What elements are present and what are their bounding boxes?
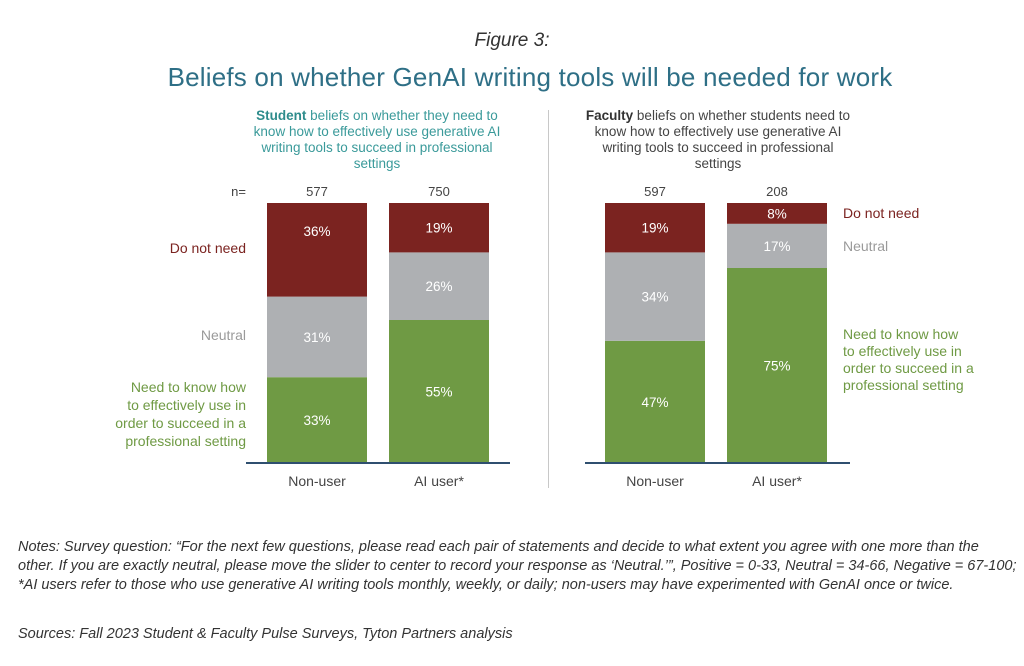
student-panel-subtitle: Student beliefs on whether they need to … xyxy=(242,108,512,172)
data-label: 17% xyxy=(763,239,790,254)
n-value: 597 xyxy=(644,184,666,199)
x-tick-label: AI user* xyxy=(414,473,464,489)
bar-segment-neutral xyxy=(727,223,827,268)
legend-need-to-know-right: order to succeed in a xyxy=(843,360,974,376)
legend-do-not-need-right: Do not need xyxy=(843,205,919,221)
bar-segment-neutral xyxy=(267,296,367,378)
bar-segment-need-to-know xyxy=(605,340,705,463)
n-value: 750 xyxy=(428,184,450,199)
bar-segment-do-not-need xyxy=(605,203,705,253)
student-bold-label: Student xyxy=(256,108,307,123)
legend-do-not-need-left: Do not need xyxy=(170,240,246,256)
bar-segment-do-not-need xyxy=(267,203,367,297)
data-label: 47% xyxy=(641,395,668,410)
panel-divider xyxy=(548,110,549,488)
bar-segment-neutral xyxy=(605,252,705,341)
bar-segment-need-to-know xyxy=(267,377,367,463)
x-tick-label: Non-user xyxy=(288,473,346,489)
bar-segment-need-to-know xyxy=(727,268,827,463)
n-label: n= xyxy=(231,184,246,199)
figure-label: Figure 3: xyxy=(474,30,550,51)
x-tick-label: AI user* xyxy=(752,473,802,489)
legend-need-to-know-left: order to succeed in a xyxy=(115,415,246,431)
faculty-panel-subtitle: Faculty beliefs on whether students need… xyxy=(583,108,853,172)
legend-neutral-right: Neutral xyxy=(843,238,888,254)
legend-need-to-know-right: Need to know how xyxy=(843,326,959,342)
data-label: 8% xyxy=(767,206,787,221)
data-label: 19% xyxy=(641,221,668,236)
student-subtitle-text: beliefs on whether they need to know how… xyxy=(253,108,501,171)
legend-need-to-know-right: to effectively use in xyxy=(843,343,962,359)
data-label: 33% xyxy=(303,413,330,428)
data-label: 26% xyxy=(425,279,452,294)
sources-text: Sources: Fall 2023 Student & Faculty Pul… xyxy=(18,626,513,642)
faculty-subtitle-text: beliefs on whether students need to know… xyxy=(594,108,851,171)
faculty-bold-label: Faculty xyxy=(585,108,634,123)
legend-need-to-know-left: professional setting xyxy=(125,433,246,449)
notes-text: Notes: Survey question: “For the next fe… xyxy=(18,539,1017,593)
data-label: 55% xyxy=(425,385,452,400)
legend-need-to-know-left: to effectively use in xyxy=(127,397,246,413)
data-label: 36% xyxy=(303,224,330,239)
data-label: 19% xyxy=(425,221,452,236)
n-value: 208 xyxy=(766,184,788,199)
legend-need-to-know-right: professional setting xyxy=(843,377,964,393)
data-label: 34% xyxy=(641,290,668,305)
chart-title: Beliefs on whether GenAI writing tools w… xyxy=(167,62,893,92)
legend-neutral-left: Neutral xyxy=(201,327,246,343)
data-label: 31% xyxy=(303,330,330,345)
bar-segment-need-to-know xyxy=(389,320,489,463)
bar-segment-neutral xyxy=(389,252,489,320)
bar-segment-do-not-need xyxy=(727,203,827,224)
x-tick-label: Non-user xyxy=(626,473,684,489)
n-value: 577 xyxy=(306,184,328,199)
data-label: 75% xyxy=(763,359,790,374)
legend-need-to-know-left: Need to know how xyxy=(131,379,247,395)
bar-segment-do-not-need xyxy=(389,203,489,253)
